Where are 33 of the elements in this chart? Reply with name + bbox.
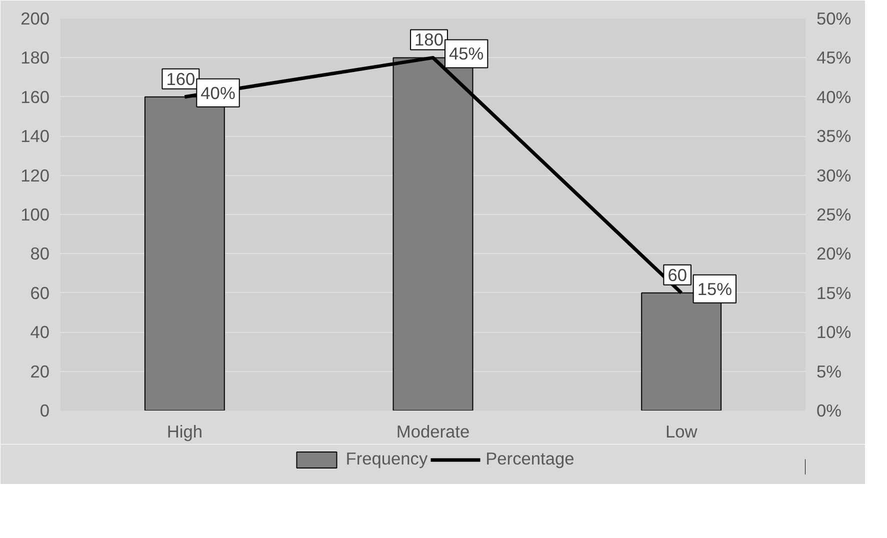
data-label: 40%: [200, 82, 236, 103]
y-tick-label: 40: [30, 322, 50, 342]
y-tick-label: 140: [20, 126, 50, 146]
legend-label: Frequency: [346, 448, 428, 470]
y2-tick-label: 40%: [816, 86, 852, 107]
data-label: 180: [414, 30, 444, 50]
y-tick-label: 200: [20, 8, 50, 28]
x-tick-label: Moderate: [396, 422, 470, 442]
y-tick-label: 80: [30, 244, 50, 264]
data-label: 45%: [449, 44, 484, 64]
y-tick-label: 0: [40, 400, 50, 420]
legend-label: Percentage: [486, 448, 574, 470]
y-tick-label: 20: [30, 361, 50, 382]
data-label: 160: [166, 68, 196, 89]
y-tick-label: 160: [20, 86, 50, 107]
y2-tick-label: 0%: [816, 400, 842, 420]
y-tick-label: 60: [30, 282, 50, 303]
data-label: 15%: [697, 278, 732, 299]
y2-tick-label: 50%: [816, 8, 852, 28]
data-label: 60: [668, 264, 687, 285]
y2-tick-label: 10%: [816, 322, 852, 342]
y2-tick-label: 15%: [816, 282, 852, 303]
x-tick-label: High: [166, 422, 202, 442]
y-tick-label: 180: [20, 48, 50, 68]
y2-tick-label: 30%: [816, 165, 852, 186]
y2-tick-label: 5%: [816, 361, 842, 382]
y2-tick-label: 20%: [816, 244, 852, 264]
y2-tick-label: 35%: [816, 126, 852, 146]
y-tick-label: 120: [20, 165, 50, 186]
y2-tick-label: 45%: [816, 48, 852, 68]
y2-tick-label: 25%: [816, 204, 852, 224]
y-tick-label: 100: [20, 204, 50, 224]
x-tick-label: Low: [665, 422, 698, 442]
